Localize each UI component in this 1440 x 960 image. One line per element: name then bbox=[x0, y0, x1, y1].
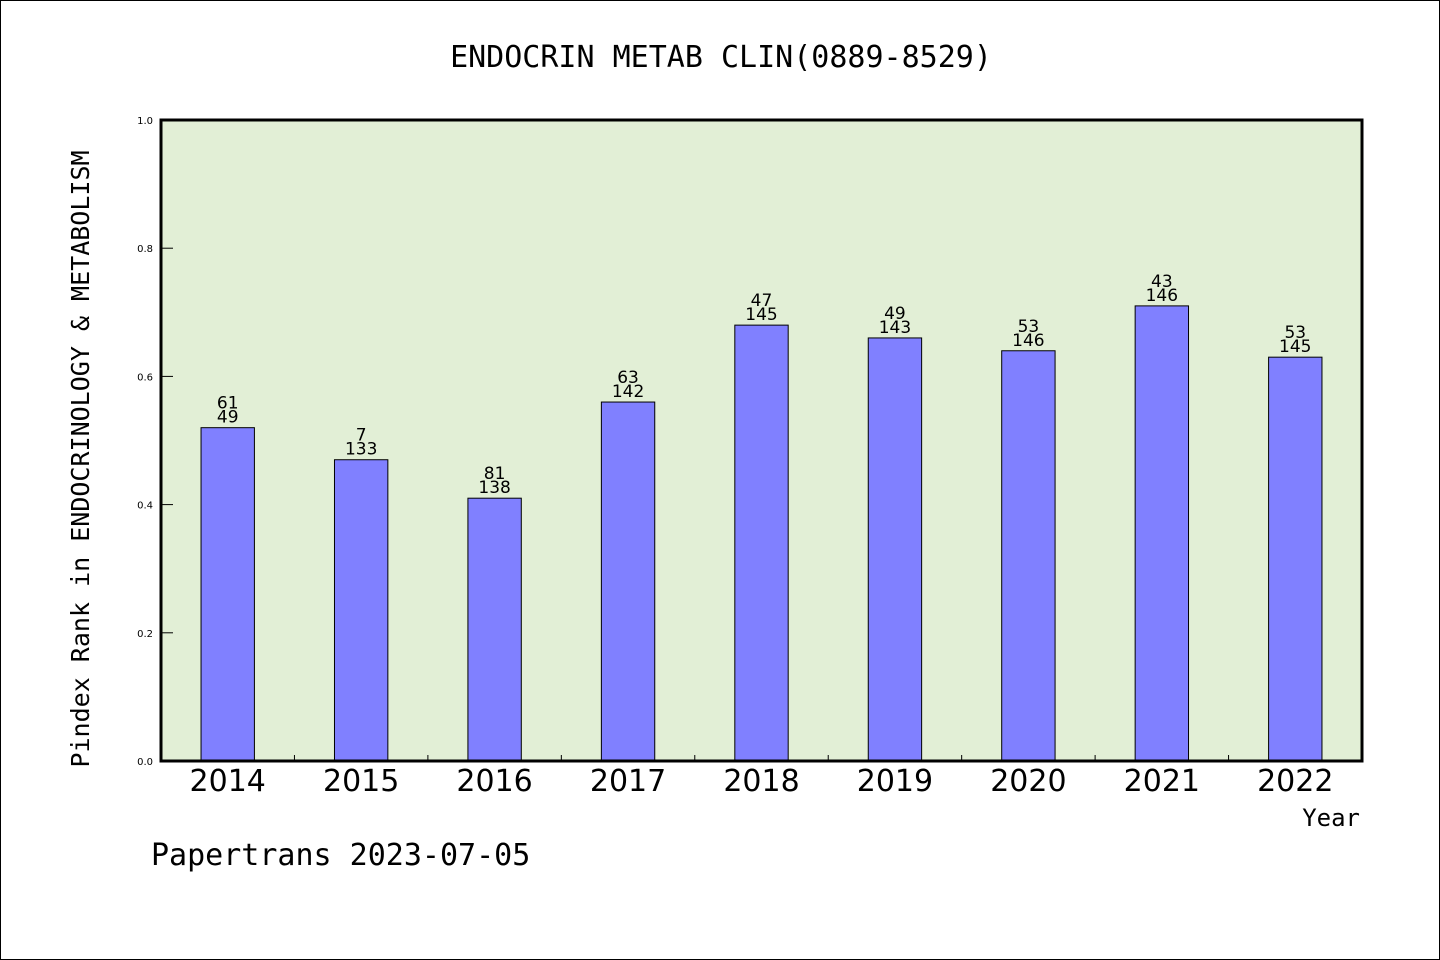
rank-label: 63 bbox=[617, 368, 639, 388]
x-tick-label: 2017 bbox=[590, 764, 666, 799]
x-tick-label: 2022 bbox=[1257, 764, 1333, 799]
y-tick-label: 0.4 bbox=[137, 501, 153, 512]
total-label: 133 bbox=[345, 440, 377, 460]
x-tick-label: 2016 bbox=[456, 764, 532, 799]
bar-2022 bbox=[1268, 356, 1323, 762]
rank-label: 7 bbox=[356, 426, 367, 446]
total-label: 145 bbox=[745, 305, 777, 325]
rank-label: 49 bbox=[884, 304, 906, 324]
rank-label: 61 bbox=[217, 394, 239, 414]
total-label: 142 bbox=[612, 382, 644, 402]
bar-2018 bbox=[734, 324, 789, 762]
y-tick-label: 0.2 bbox=[137, 629, 153, 640]
rank-label: 53 bbox=[1284, 323, 1306, 343]
footer-credit: Papertrans 2023-07-05 bbox=[151, 838, 530, 873]
y-tick-label: 0.8 bbox=[137, 244, 153, 255]
bar-2017 bbox=[600, 401, 656, 762]
x-tick-label: 2015 bbox=[323, 764, 399, 799]
total-label: 49 bbox=[217, 408, 239, 428]
x-tick-label: 2019 bbox=[857, 764, 933, 799]
bar-2020 bbox=[1001, 350, 1056, 762]
x-tick-label: 2014 bbox=[190, 764, 266, 799]
rank-label: 47 bbox=[751, 291, 773, 311]
bar-2014 bbox=[200, 427, 255, 762]
y-tick-label: 0.0 bbox=[137, 757, 153, 768]
bar-2019 bbox=[867, 337, 923, 762]
x-tick-label: 2018 bbox=[723, 764, 799, 799]
bar-2015 bbox=[333, 459, 389, 762]
rank-label: 43 bbox=[1151, 272, 1173, 292]
total-label: 145 bbox=[1279, 337, 1311, 357]
x-axis-ticks: 2014 2015 2016 2017 2018 2019 2020 2021 2022 bbox=[190, 755, 1333, 799]
x-axis-label: Year bbox=[1302, 804, 1360, 832]
bars bbox=[200, 305, 1323, 762]
total-label: 138 bbox=[478, 478, 510, 498]
bar-2021 bbox=[1134, 305, 1190, 762]
y-tick-label: 1.0 bbox=[137, 116, 153, 127]
plot-border bbox=[159, 118, 1364, 763]
x-tick-label: 2021 bbox=[1124, 764, 1200, 799]
total-label: 146 bbox=[1012, 331, 1044, 351]
chart-title: ENDOCRIN METAB CLIN(0889-8529) bbox=[450, 40, 992, 75]
y-tick-label: 0.6 bbox=[137, 372, 153, 383]
rank-label: 81 bbox=[484, 464, 506, 484]
bar-2016 bbox=[467, 497, 522, 762]
total-label: 143 bbox=[879, 318, 911, 338]
x-tick-label: 2020 bbox=[990, 764, 1066, 799]
total-label: 146 bbox=[1146, 286, 1178, 306]
y-axis-label: Pindex Rank in ENDOCRINOLOGY & METABOLIS… bbox=[66, 150, 95, 767]
rank-label: 53 bbox=[1018, 317, 1040, 337]
